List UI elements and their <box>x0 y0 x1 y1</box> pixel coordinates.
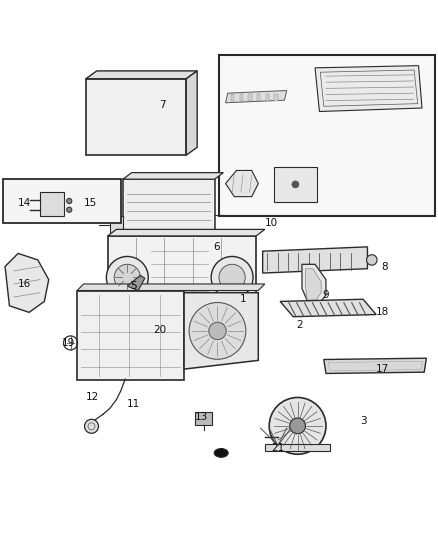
Polygon shape <box>240 94 243 101</box>
Polygon shape <box>77 284 265 290</box>
Polygon shape <box>266 94 269 101</box>
Bar <box>274 167 317 202</box>
Text: 8: 8 <box>381 262 388 271</box>
Bar <box>195 413 212 425</box>
Polygon shape <box>108 229 265 236</box>
Text: 6: 6 <box>213 242 220 252</box>
Text: 7: 7 <box>159 100 166 110</box>
Text: 18: 18 <box>376 308 389 317</box>
Text: 12: 12 <box>86 392 99 402</box>
Text: 14: 14 <box>18 198 32 208</box>
Text: 5: 5 <box>131 281 137 291</box>
Text: 11: 11 <box>127 399 141 409</box>
Polygon shape <box>315 66 422 111</box>
Text: 9: 9 <box>323 290 329 300</box>
Bar <box>3 179 121 223</box>
Ellipse shape <box>214 449 228 457</box>
Polygon shape <box>305 269 321 300</box>
Polygon shape <box>263 247 367 273</box>
Circle shape <box>209 322 226 340</box>
Polygon shape <box>324 358 426 374</box>
Polygon shape <box>86 79 186 155</box>
Text: 19: 19 <box>62 338 75 348</box>
Circle shape <box>292 181 299 188</box>
Polygon shape <box>231 94 234 101</box>
Text: 2: 2 <box>297 320 303 330</box>
Circle shape <box>67 207 72 212</box>
Polygon shape <box>226 171 258 197</box>
Polygon shape <box>127 275 145 290</box>
Text: 16: 16 <box>18 279 32 289</box>
Circle shape <box>290 418 305 434</box>
Polygon shape <box>302 264 326 304</box>
Text: 1: 1 <box>240 294 246 304</box>
Text: 3: 3 <box>360 416 367 426</box>
Bar <box>219 55 435 216</box>
Text: 20: 20 <box>153 325 166 335</box>
Bar <box>265 443 330 451</box>
Polygon shape <box>5 253 49 312</box>
Text: 10: 10 <box>265 218 278 228</box>
Polygon shape <box>248 94 252 101</box>
Polygon shape <box>110 216 123 234</box>
Text: 4: 4 <box>218 448 225 458</box>
Circle shape <box>67 198 72 204</box>
Polygon shape <box>77 290 184 380</box>
Polygon shape <box>108 236 256 317</box>
Polygon shape <box>123 179 215 251</box>
Circle shape <box>114 264 141 290</box>
Text: 17: 17 <box>376 364 389 374</box>
Ellipse shape <box>157 326 167 332</box>
Polygon shape <box>257 94 261 101</box>
Text: 15: 15 <box>84 198 97 208</box>
Polygon shape <box>275 94 278 101</box>
Circle shape <box>85 419 99 433</box>
Circle shape <box>367 255 377 265</box>
Polygon shape <box>123 173 223 179</box>
Polygon shape <box>86 71 197 79</box>
Polygon shape <box>186 71 197 155</box>
Polygon shape <box>184 293 258 369</box>
Polygon shape <box>226 91 287 103</box>
Circle shape <box>219 264 245 290</box>
Text: 21: 21 <box>271 443 285 453</box>
Circle shape <box>106 256 148 298</box>
Text: 13: 13 <box>195 412 208 422</box>
Polygon shape <box>280 299 376 317</box>
Circle shape <box>189 303 246 359</box>
Bar <box>40 192 64 216</box>
Circle shape <box>211 256 253 298</box>
Circle shape <box>269 398 326 454</box>
